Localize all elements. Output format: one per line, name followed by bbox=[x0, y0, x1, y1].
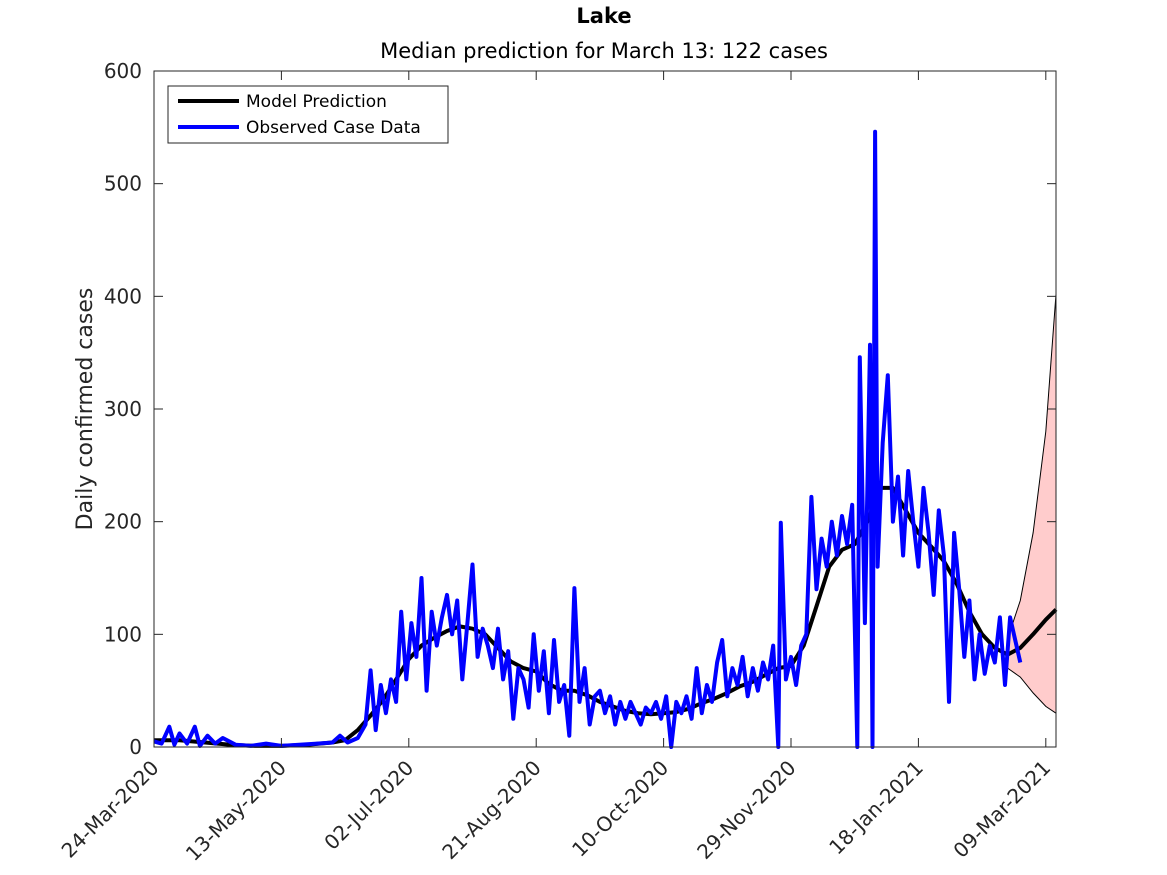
chart-title: Lake bbox=[576, 4, 631, 28]
legend-label-observed-case-data: Observed Case Data bbox=[246, 118, 421, 138]
x-tick-label: 13-May-2020 bbox=[181, 756, 291, 866]
y-axis-label: Daily confirmed cases bbox=[73, 288, 98, 531]
plot-area bbox=[153, 71, 1058, 749]
y-tick-label: 500 bbox=[104, 172, 142, 196]
legend-label-model-prediction: Model Prediction bbox=[246, 92, 387, 112]
x-tick-label: 10-Oct-2020 bbox=[567, 756, 673, 862]
y-tick-label: 200 bbox=[104, 510, 142, 534]
x-tick-label: 02-Jul-2020 bbox=[319, 756, 418, 855]
legend: Model Prediction Observed Case Data bbox=[167, 85, 449, 144]
series-line-observed-case-data bbox=[153, 129, 1023, 749]
y-tick-label: 300 bbox=[104, 397, 142, 421]
legend-box bbox=[167, 85, 449, 144]
x-tick-label: 21-Aug-2020 bbox=[437, 756, 545, 864]
y-tick-label: 100 bbox=[104, 622, 142, 646]
prediction-upper-bound bbox=[1007, 294, 1057, 639]
prediction-lower-bound bbox=[1007, 667, 1057, 714]
x-tick-label: 29-Nov-2020 bbox=[692, 756, 800, 864]
prediction-interval-band bbox=[1007, 294, 1056, 714]
y-tick-label: 0 bbox=[129, 735, 142, 759]
plot-background bbox=[154, 71, 1056, 747]
x-tick-label: 09-Mar-2021 bbox=[948, 756, 1055, 863]
x-tick-label: 24-Mar-2020 bbox=[57, 756, 164, 863]
y-tick-label: 600 bbox=[104, 59, 142, 83]
chart-subtitle: Median prediction for March 13: 122 case… bbox=[380, 39, 828, 63]
x-tick-label: 18-Jan-2021 bbox=[824, 756, 928, 860]
y-tick-label: 400 bbox=[104, 284, 142, 308]
